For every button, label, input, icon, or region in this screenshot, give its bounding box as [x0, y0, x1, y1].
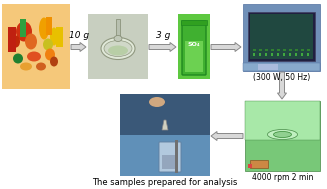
Ellipse shape: [114, 36, 122, 42]
Bar: [245, 101, 320, 139]
Bar: [283, 49, 286, 51]
Bar: [248, 164, 252, 168]
Ellipse shape: [20, 63, 32, 70]
Bar: [250, 160, 268, 168]
Bar: [258, 64, 278, 70]
Ellipse shape: [13, 53, 23, 64]
Bar: [181, 20, 207, 25]
Ellipse shape: [267, 129, 298, 139]
Bar: [265, 49, 268, 51]
Bar: [289, 53, 291, 56]
Ellipse shape: [39, 18, 49, 40]
Text: 4000 rpm 2 min: 4000 rpm 2 min: [252, 173, 313, 182]
Bar: [185, 41, 203, 72]
Bar: [301, 53, 303, 56]
Bar: [259, 49, 262, 51]
FancyArrow shape: [278, 72, 286, 99]
Text: (300 W, 50 Hz): (300 W, 50 Hz): [253, 73, 310, 82]
FancyBboxPatch shape: [182, 21, 206, 75]
Bar: [120, 94, 210, 176]
Bar: [277, 53, 279, 56]
Ellipse shape: [36, 63, 46, 70]
Bar: [245, 101, 320, 171]
Bar: [243, 63, 320, 71]
Bar: [8, 26, 16, 51]
Ellipse shape: [50, 28, 58, 46]
FancyArrow shape: [211, 43, 241, 51]
Bar: [162, 155, 178, 169]
Bar: [271, 53, 273, 56]
Bar: [248, 12, 315, 61]
Bar: [120, 94, 210, 135]
Bar: [253, 53, 255, 56]
Bar: [2, 4, 70, 89]
Bar: [178, 14, 210, 79]
Bar: [253, 49, 256, 51]
Ellipse shape: [101, 37, 135, 60]
Text: The samples prepared for analysis: The samples prepared for analysis: [92, 178, 238, 187]
Bar: [175, 140, 178, 173]
Ellipse shape: [108, 46, 128, 56]
Bar: [250, 14, 313, 59]
FancyArrow shape: [211, 132, 243, 140]
Ellipse shape: [50, 57, 58, 67]
Ellipse shape: [25, 33, 37, 50]
Bar: [243, 4, 320, 71]
Bar: [307, 53, 309, 56]
Text: 10 g: 10 g: [69, 31, 89, 40]
Bar: [301, 49, 304, 51]
Ellipse shape: [43, 39, 53, 50]
Bar: [116, 19, 120, 39]
FancyBboxPatch shape: [159, 142, 181, 172]
Ellipse shape: [45, 49, 55, 60]
Text: 3 g: 3 g: [156, 31, 170, 40]
Bar: [271, 49, 274, 51]
Bar: [307, 49, 310, 51]
Ellipse shape: [27, 51, 41, 61]
Bar: [56, 26, 63, 46]
Ellipse shape: [12, 36, 20, 47]
Text: SO₄: SO₄: [188, 42, 200, 47]
Ellipse shape: [16, 22, 32, 42]
Bar: [277, 49, 280, 51]
FancyArrow shape: [71, 43, 86, 51]
Ellipse shape: [149, 97, 165, 107]
Bar: [20, 19, 26, 36]
Bar: [295, 49, 298, 51]
Bar: [265, 53, 267, 56]
Bar: [295, 53, 297, 56]
Bar: [88, 14, 148, 79]
Bar: [46, 16, 52, 35]
Polygon shape: [162, 120, 168, 130]
FancyArrow shape: [149, 43, 176, 51]
Bar: [289, 49, 292, 51]
Ellipse shape: [273, 132, 291, 138]
Bar: [283, 53, 285, 56]
Ellipse shape: [104, 40, 132, 57]
Bar: [259, 53, 261, 56]
